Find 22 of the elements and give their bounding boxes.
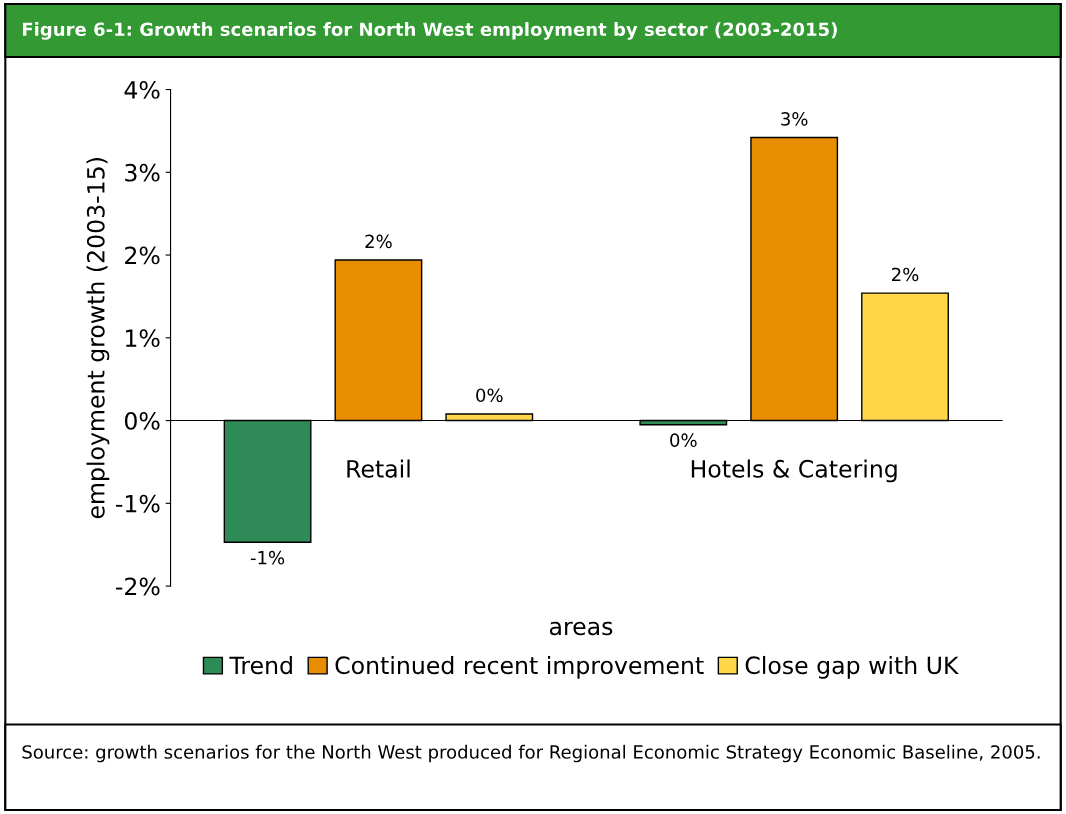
chart-title: Figure 6-1: Growth scenarios for North West employment by sector (2003-2015) — [22, 22, 837, 40]
legend-label: Trend — [229, 655, 292, 675]
y-tick-label: 3% — [125, 163, 160, 182]
data-label: 3% — [781, 112, 808, 126]
data-label: 2% — [365, 234, 392, 249]
source-note: Source: growth scenarios for the North West produced for Regional Economic Strategy Economic Baseline, 2005. — [22, 744, 1040, 763]
data-label: 2% — [892, 267, 919, 282]
y-tick-label: 1% — [125, 329, 160, 348]
y-tick-label: 0% — [124, 412, 160, 430]
x-tick-label: Hotels & Catering — [691, 459, 897, 483]
x-axis-title: areas — [549, 621, 613, 636]
y-tick-label: -1% — [116, 494, 160, 513]
legend-label: Continued recent improvement — [335, 655, 704, 679]
x-tick-label: Retail — [347, 459, 410, 478]
legend-label: Close gap with UK — [745, 655, 959, 679]
y-tick-label: -2% — [116, 577, 160, 596]
data-label: -1% — [250, 550, 285, 565]
data-label: 0% — [476, 388, 503, 403]
y-axis-title: employment growth (2003-15) — [86, 158, 110, 519]
y-tick-label: 4% — [124, 80, 160, 99]
y-tick-label: 2% — [125, 246, 160, 265]
data-label: 0% — [670, 433, 697, 448]
